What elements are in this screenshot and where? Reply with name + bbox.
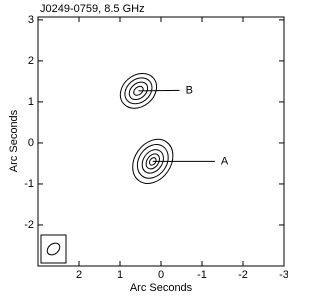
x-tick-label: -3 bbox=[279, 269, 288, 281]
chart-title: J0249-0759, 8.5 GHz bbox=[40, 3, 145, 15]
y-tick-label: 2 bbox=[28, 55, 34, 67]
y-tick-label: -2 bbox=[24, 219, 34, 231]
x-tick-label: 0 bbox=[158, 269, 164, 281]
y-tick-label: 3 bbox=[28, 14, 34, 26]
x-axis-label: Arc Seconds bbox=[130, 282, 193, 294]
chart: J0249-0759, 8.5 GHz Arc Seconds Arc Seco… bbox=[0, 0, 288, 296]
component-label: B bbox=[186, 84, 193, 96]
y-tick-label: 0 bbox=[28, 137, 34, 149]
x-tick-label: -1 bbox=[197, 269, 207, 281]
x-tick-label: 1 bbox=[117, 269, 123, 281]
x-tick-label: -2 bbox=[238, 269, 248, 281]
beam-box bbox=[41, 235, 66, 263]
y-axis-label: Arc Seconds bbox=[8, 109, 20, 172]
component-label: A bbox=[221, 155, 229, 167]
plot-frame bbox=[38, 17, 284, 266]
beam bbox=[45, 241, 62, 258]
y-tick-label: -1 bbox=[24, 178, 34, 190]
y-tick-label: 1 bbox=[28, 96, 34, 108]
x-tick-label: 2 bbox=[76, 269, 82, 281]
